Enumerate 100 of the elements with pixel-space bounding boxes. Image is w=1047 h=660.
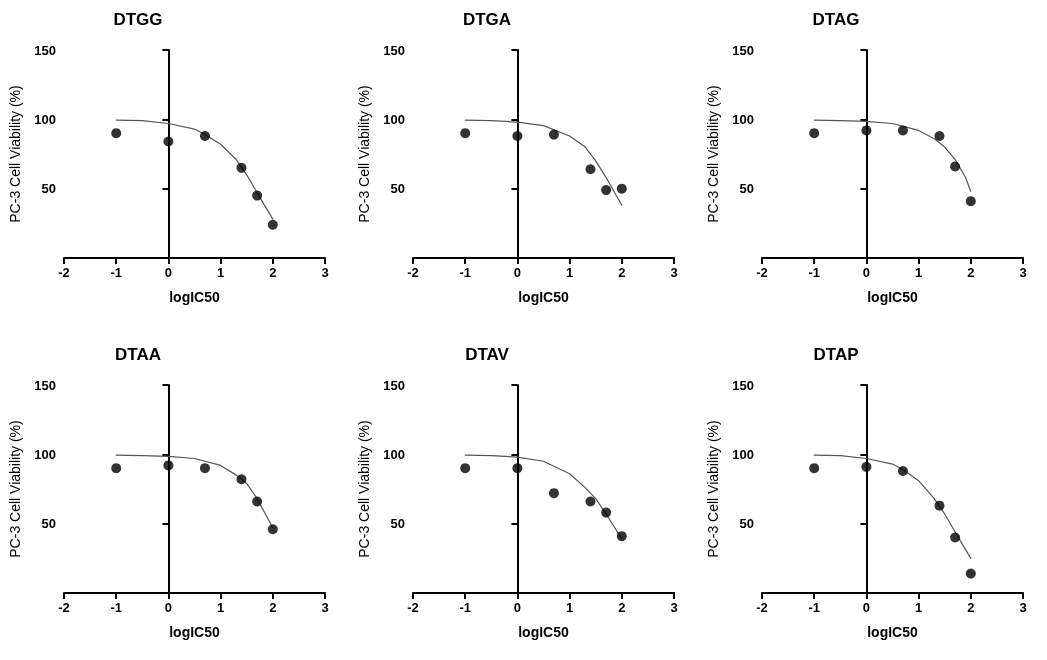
point (950, 532, 961, 543)
x-tick-label: -2 (407, 600, 419, 615)
x-tick-label: -1 (110, 265, 122, 280)
y-tick-label: 150 (732, 42, 754, 58)
point (897, 465, 908, 476)
y-tick-label: 50 (390, 516, 405, 532)
x-tick-label: -2 (58, 600, 70, 615)
x-tick-label: 2 (967, 265, 975, 280)
x-axis-title: logIC50 (867, 624, 918, 640)
point (111, 463, 122, 474)
line-series (813, 454, 972, 559)
x-tick-label: 3 (1019, 600, 1027, 615)
y-axis-title: PC-3 Cell Viability (%) (356, 420, 372, 558)
point (965, 196, 976, 207)
x-tick-label: 2 (618, 265, 626, 280)
chart-title: DTAV (465, 345, 510, 364)
x-tick-label: 0 (164, 265, 173, 280)
x-tick-label: -2 (407, 265, 419, 280)
point (512, 463, 523, 474)
x-tick-label: 1 (216, 600, 225, 615)
x-tick-label: -1 (808, 600, 820, 615)
x-tick-label: -2 (58, 265, 70, 280)
point (236, 474, 247, 485)
x-tick-label: 3 (670, 265, 678, 280)
x-tick-label: -1 (808, 265, 820, 280)
point (585, 496, 596, 507)
x-axis-title: logIC50 (518, 289, 569, 305)
point (163, 136, 174, 147)
point (199, 463, 210, 474)
point (111, 128, 122, 139)
x-tick-label: 3 (321, 600, 329, 615)
chart-title: DTGG (113, 10, 163, 29)
point (548, 488, 559, 499)
y-tick-label: 100 (383, 446, 405, 462)
point (934, 130, 945, 141)
point (267, 219, 278, 230)
y-tick-label: 100 (34, 111, 56, 127)
point (267, 524, 278, 535)
x-tick-label: 1 (565, 265, 574, 280)
point (809, 463, 820, 474)
x-tick-label: 3 (321, 265, 329, 280)
y-tick-label: 150 (732, 377, 754, 393)
x-tick-label: -1 (459, 600, 471, 615)
y-axis-title: PC-3 Cell Viability (%) (356, 85, 372, 223)
x-axis-title: logIC50 (518, 624, 569, 640)
x-tick-label: 0 (862, 265, 871, 280)
x-tick-label: 1 (914, 600, 923, 615)
x-tick-label: 2 (269, 600, 277, 615)
y-tick-label: 50 (390, 181, 405, 197)
line-series (464, 119, 623, 206)
y-tick-label: 100 (732, 111, 754, 127)
point (861, 125, 872, 136)
point (460, 128, 471, 139)
y-tick-label: 150 (383, 42, 405, 58)
point (601, 507, 612, 518)
y-tick-label: 50 (41, 181, 56, 197)
x-tick-label: -2 (756, 265, 768, 280)
point (934, 500, 945, 511)
y-tick-label: 100 (34, 446, 56, 462)
point (950, 161, 961, 172)
x-axis-title: logIC50 (169, 289, 220, 305)
point (601, 185, 612, 196)
point (585, 164, 596, 175)
x-tick-label: 0 (862, 600, 871, 615)
point (809, 128, 820, 139)
point (199, 130, 210, 141)
x-tick-label: 1 (216, 265, 225, 280)
point (616, 531, 627, 542)
line-series (813, 119, 972, 193)
x-tick-label: 2 (967, 600, 975, 615)
point (616, 183, 627, 194)
chart-title: DTAG (812, 10, 860, 29)
x-tick-label: 2 (618, 600, 626, 615)
x-tick-label: -2 (756, 600, 768, 615)
x-tick-label: -1 (110, 600, 122, 615)
x-tick-label: 0 (164, 600, 173, 615)
point (512, 130, 523, 141)
point (163, 460, 174, 471)
x-tick-label: 0 (513, 600, 522, 615)
x-axis-title: logIC50 (867, 289, 918, 305)
y-tick-label: 150 (34, 377, 56, 393)
y-tick-label: 100 (383, 111, 405, 127)
chart-title: DTGA (462, 10, 512, 29)
x-tick-label: 1 (565, 600, 574, 615)
y-axis-title: PC-3 Cell Viability (%) (705, 85, 721, 223)
point (861, 461, 872, 472)
y-tick-label: 150 (383, 377, 405, 393)
point (252, 190, 263, 201)
x-tick-label: 3 (670, 600, 678, 615)
y-tick-label: 50 (739, 516, 754, 532)
chart-title: DTAA (115, 345, 161, 364)
x-axis-title: logIC50 (169, 624, 220, 640)
y-tick-label: 50 (41, 516, 56, 532)
x-tick-label: -1 (459, 265, 471, 280)
x-tick-label: 3 (1019, 265, 1027, 280)
x-tick-label: 2 (269, 265, 277, 280)
y-axis-title: PC-3 Cell Viability (%) (7, 85, 23, 223)
y-tick-label: 100 (732, 446, 754, 462)
x-tick-label: 0 (513, 265, 522, 280)
y-tick-label: 150 (34, 42, 56, 58)
